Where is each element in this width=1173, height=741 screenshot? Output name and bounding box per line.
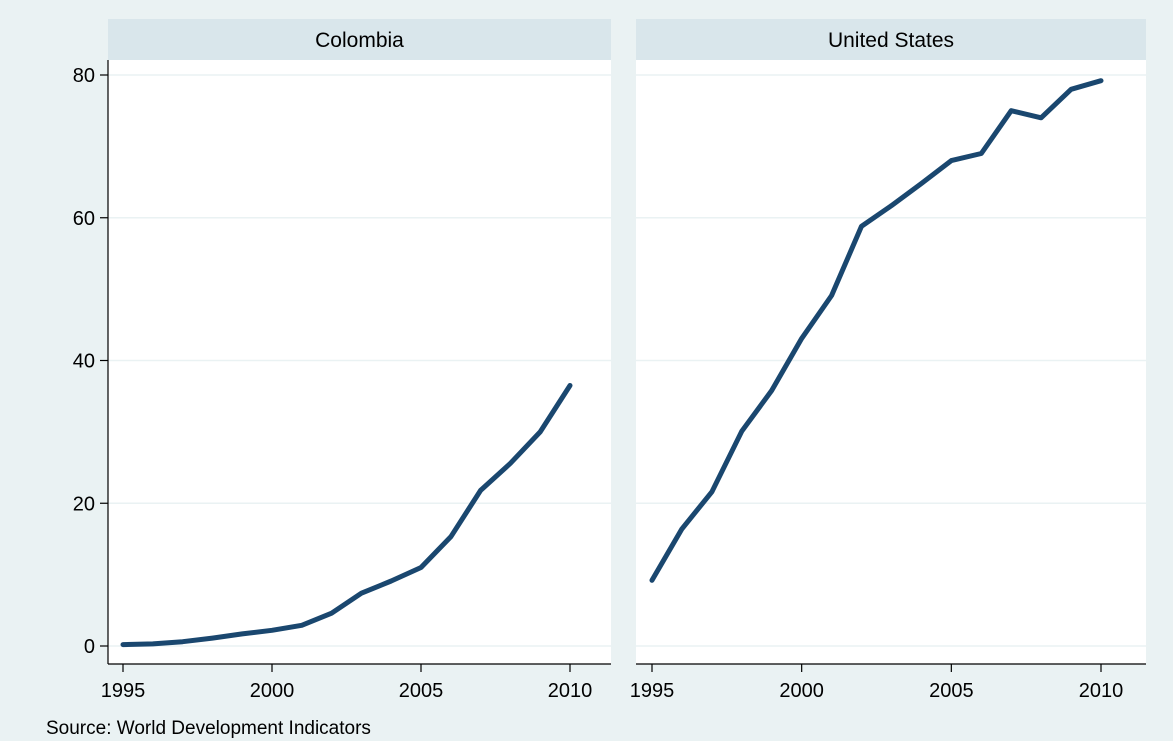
y-tick-label: 0 [84,636,95,658]
series-line-colombia [120,383,573,648]
y-tick-label: 80 [73,65,95,87]
x-tick-label: 2005 [929,680,974,702]
x-tick-label: 2005 [399,680,444,702]
panel-strip-united-states [636,19,1146,60]
panel-strip-colombia [108,19,611,60]
y-tick-label: 40 [73,351,95,373]
y-tick-label: 20 [73,493,95,515]
source-note: Source: World Development Indicators [46,718,371,739]
panel-colombia [108,60,611,664]
panel-title-united-states: United States [828,29,954,52]
panel-united-states [636,60,1146,664]
y-tick-label: 60 [73,208,95,230]
x-tick-label: 2010 [548,680,593,702]
x-tick-label: 2000 [779,680,824,702]
x-tick-label: 2010 [1079,680,1124,702]
x-tick-label: 1995 [101,680,146,702]
x-tick-label: 1995 [630,680,675,702]
x-tick-label: 2000 [250,680,295,702]
series-line-united-states [649,78,1104,583]
panel-title-colombia: Colombia [315,29,404,52]
